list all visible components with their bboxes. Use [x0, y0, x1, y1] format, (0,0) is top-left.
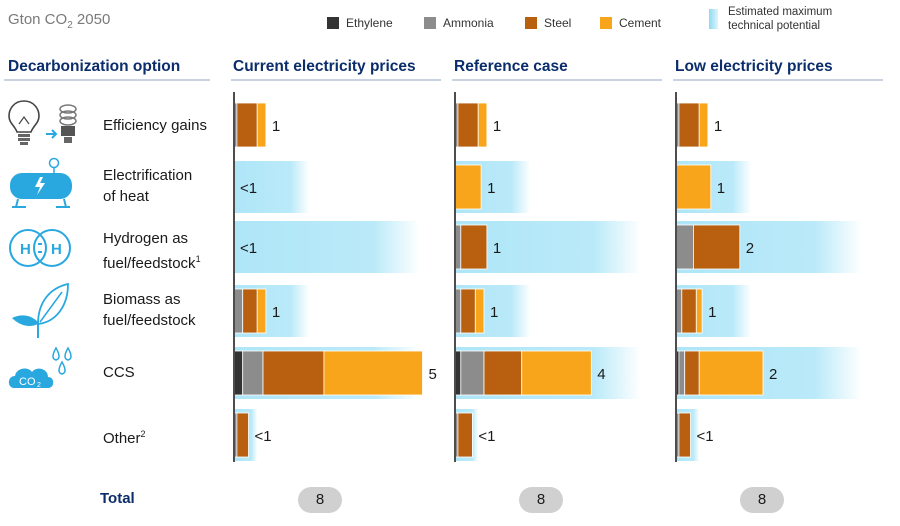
svg-text:2: 2 [37, 382, 41, 389]
panel-title-current: Current electricity prices [233, 58, 416, 75]
bar-steel [678, 102, 700, 148]
row-label-electrification: Electrification of heat [103, 167, 193, 205]
bar-value-label: 5 [429, 366, 437, 383]
bar-value-label: 2 [769, 366, 777, 383]
bar-value-label: <1 [697, 428, 714, 445]
bar-cement [477, 102, 488, 148]
bar-value-label: 1 [490, 304, 498, 321]
swatch-ethylene [327, 17, 339, 29]
hydrogen-molecule-icon: H H [9, 229, 71, 267]
header-rule [673, 79, 883, 81]
bar-ammonia [675, 224, 694, 270]
bar-value-label: 1 [272, 304, 280, 321]
heater-icon [10, 157, 72, 208]
bar-steel [460, 288, 476, 334]
bar-ammonia [242, 350, 264, 396]
bar-steel [236, 102, 258, 148]
bar-value-label: 4 [597, 366, 605, 383]
bar-steel [460, 224, 488, 270]
potential-band [234, 221, 420, 273]
row-label-efficiency: Efficiency gains [103, 117, 207, 134]
swatch-cement [600, 17, 612, 29]
leaf-icon [12, 282, 69, 338]
row-label-ccs: CCS [103, 364, 135, 381]
total-pill-reference: 8 [519, 487, 563, 513]
bar-value-label: <1 [240, 240, 257, 257]
bar-value-label: 1 [717, 180, 725, 197]
header-rule [4, 79, 210, 81]
bar-ethylene [233, 350, 244, 396]
bar-ammonia [233, 288, 244, 334]
bar-steel [457, 412, 473, 458]
total-pill-low: 8 [740, 487, 784, 513]
legend-potential: Estimated maximum technical potential [709, 5, 832, 33]
bar-cement [698, 102, 709, 148]
legend-ethylene: Ethylene [327, 16, 393, 30]
co2-cloud-icon: CO 2 [8, 346, 72, 389]
swatch-ammonia [424, 17, 436, 29]
bar-cement [323, 350, 423, 396]
bar-cement [454, 164, 482, 210]
bar-cement [521, 350, 592, 396]
bar-cement [474, 288, 485, 334]
total-label: Total [100, 490, 135, 507]
bar-value-label: <1 [255, 428, 272, 445]
bar-cement [256, 102, 267, 148]
swatch-potential [709, 9, 718, 29]
bar-steel [236, 412, 249, 458]
row-label-hydrogen: Hydrogen as fuel/feedstock1 [103, 230, 201, 272]
bar-value-label: 2 [746, 240, 754, 257]
bar-cement [698, 350, 764, 396]
bar-value-label: 1 [272, 118, 280, 135]
svg-text:CO: CO [19, 376, 36, 388]
bar-steel [678, 412, 691, 458]
bar-steel [684, 350, 700, 396]
bar-ammonia [460, 350, 485, 396]
potential-band [234, 161, 310, 213]
bar-steel [681, 288, 697, 334]
bar-steel [457, 102, 479, 148]
bar-value-label: 1 [493, 240, 501, 257]
bar-ammonia [678, 350, 686, 396]
header-rule [452, 79, 662, 81]
bar-steel [242, 288, 258, 334]
row-label-other: Other2 [103, 429, 146, 447]
header-rule [231, 79, 441, 81]
bar-value-label: <1 [478, 428, 495, 445]
legend-ammonia: Ammonia [424, 16, 494, 30]
row-label-biomass: Biomass as fuel/feedstock [103, 291, 196, 329]
bar-steel [693, 224, 741, 270]
panel-title-reference: Reference case [454, 58, 568, 75]
legend-steel: Steel [525, 16, 571, 30]
bar-cement [256, 288, 267, 334]
unit-label: Gton CO2 2050 [8, 11, 111, 31]
lightbulb-icon [8, 100, 77, 145]
panel-title-low: Low electricity prices [675, 58, 833, 75]
total-pill-current: 8 [298, 487, 342, 513]
bar-value-label: 1 [487, 180, 495, 197]
bar-value-label: 1 [714, 118, 722, 135]
legend-cement: Cement [600, 16, 661, 30]
row-header: Decarbonization option [8, 58, 181, 75]
bar-cement [695, 288, 703, 334]
bar-steel [262, 350, 325, 396]
bar-value-label: 1 [708, 304, 716, 321]
svg-text:H: H [20, 241, 31, 258]
bar-value-label: <1 [240, 180, 257, 197]
swatch-steel [525, 17, 537, 29]
svg-text:H: H [51, 241, 62, 258]
bar-steel [483, 350, 523, 396]
bar-cement [675, 164, 712, 210]
bar-value-label: 1 [493, 118, 501, 135]
